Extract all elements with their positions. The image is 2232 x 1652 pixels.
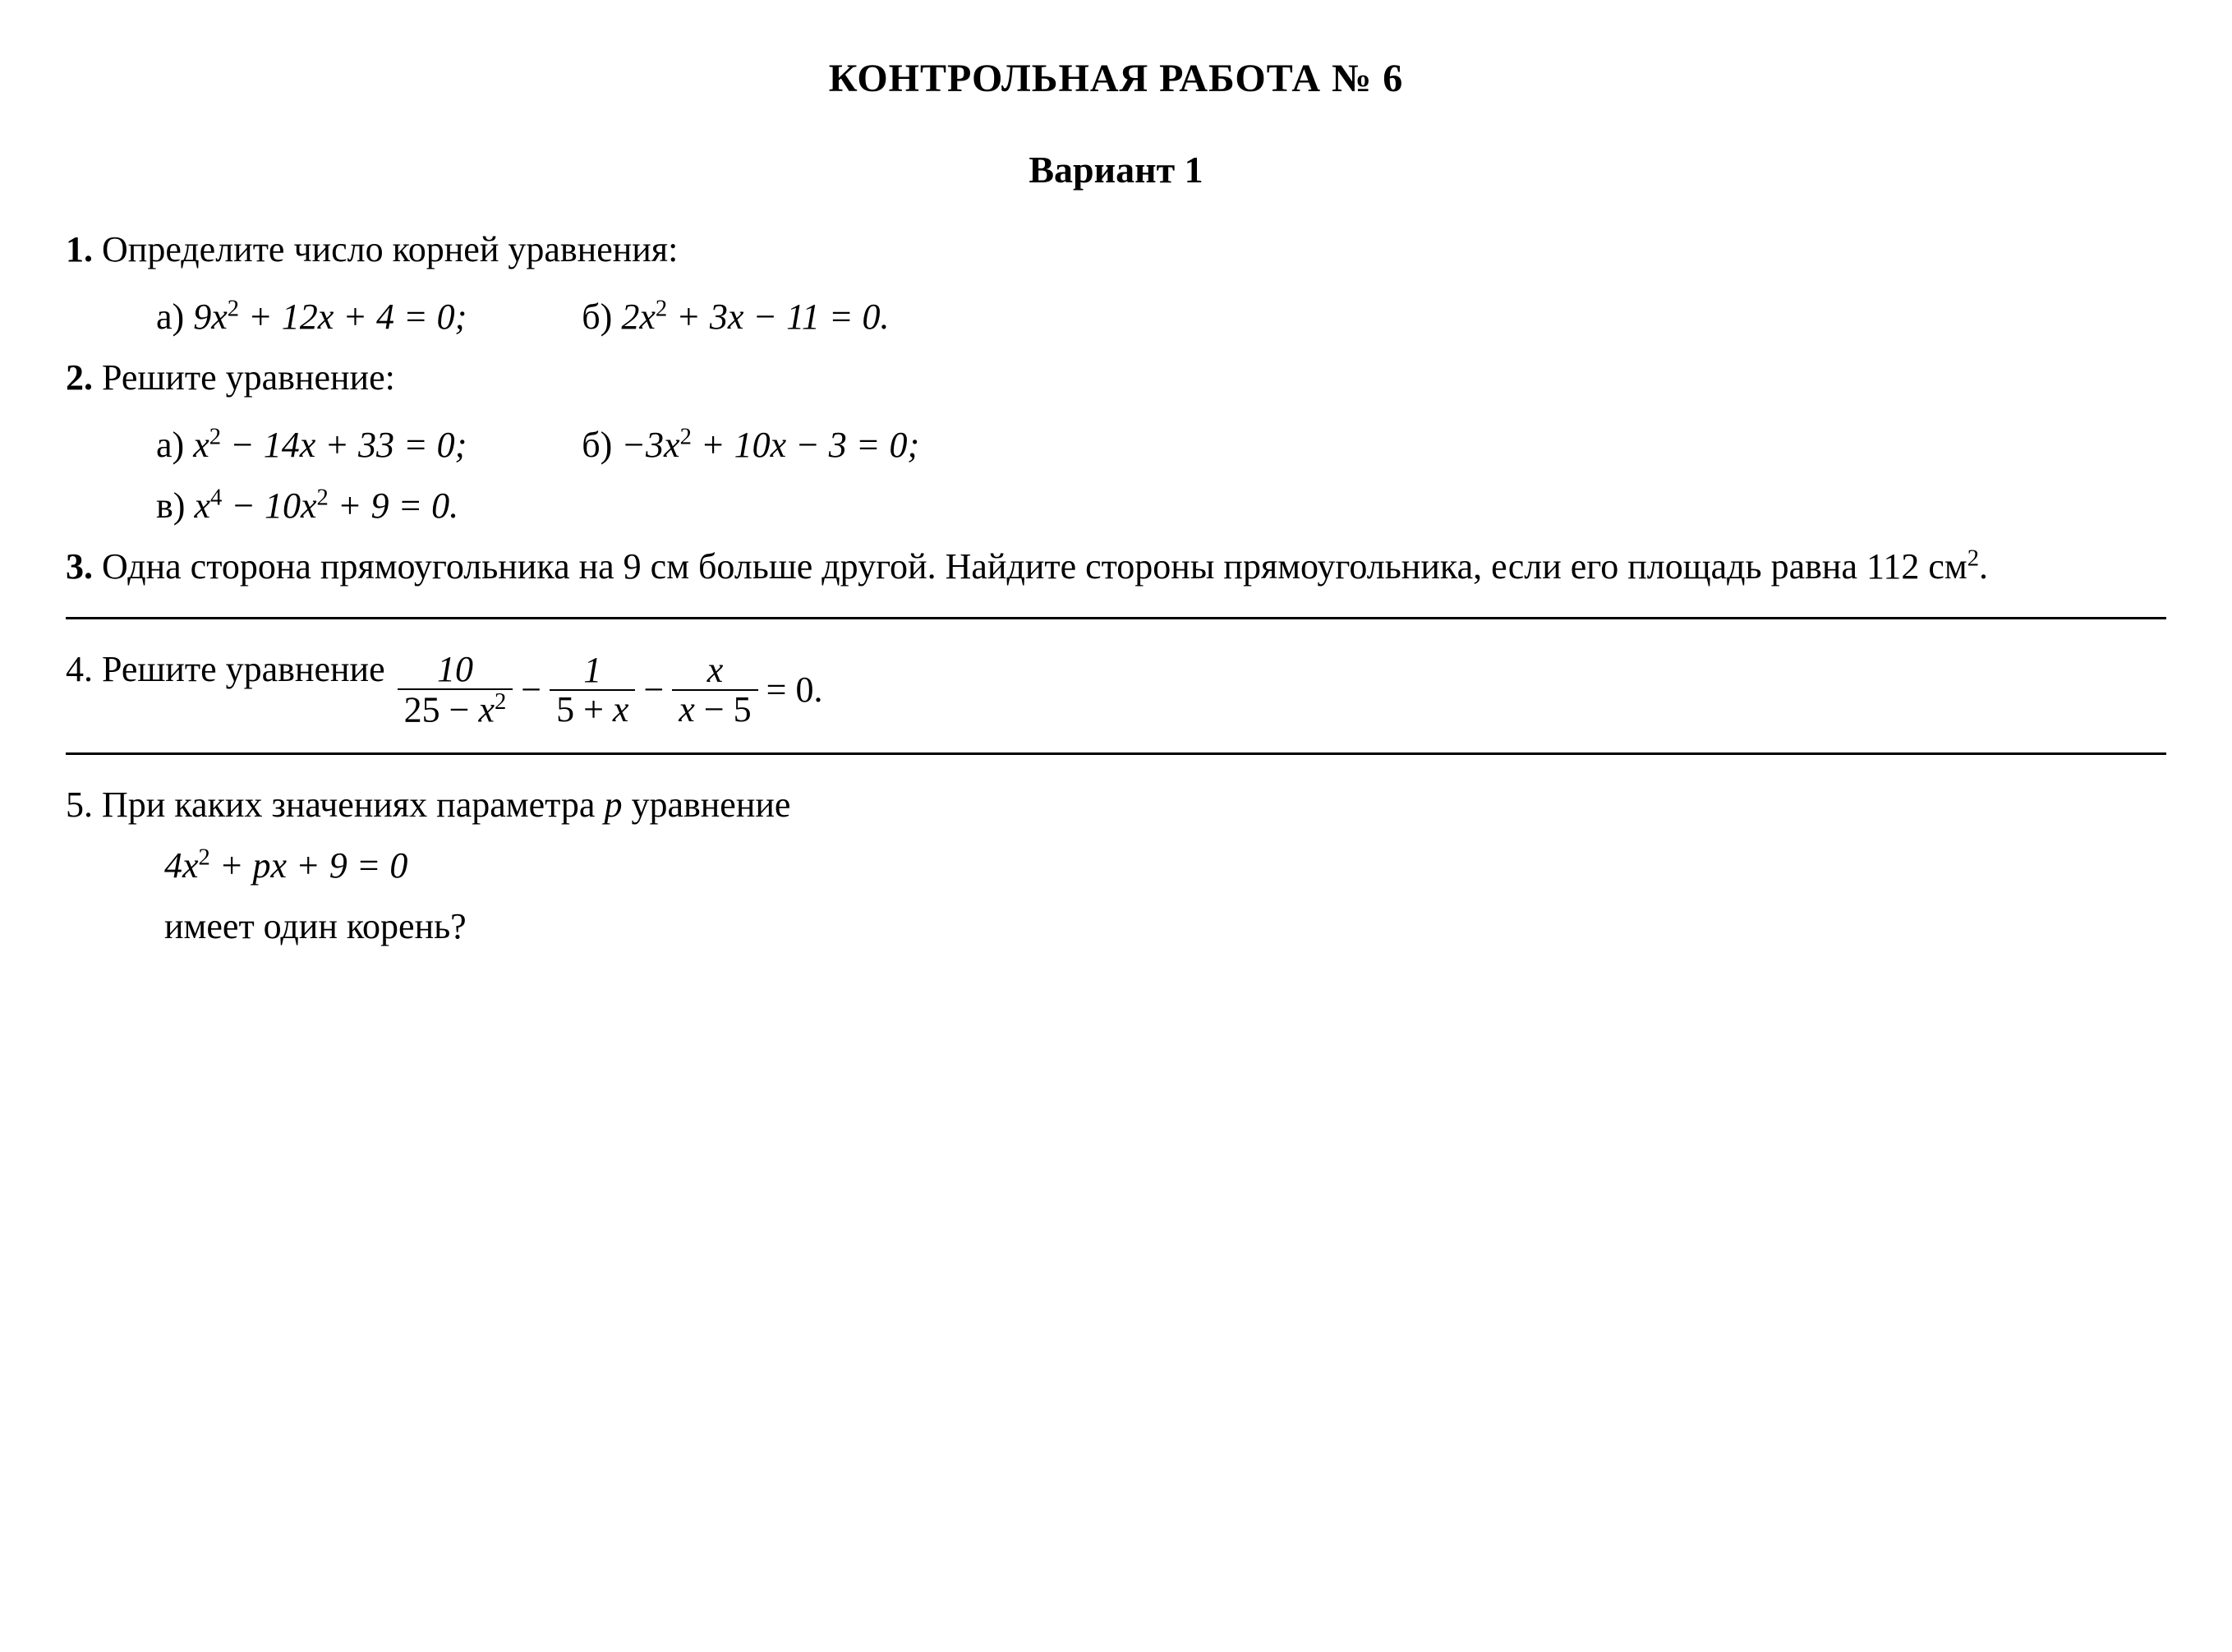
problem-1a: а) 9x2 + 12x + 4 = 0; xyxy=(156,290,467,344)
problem-3: 3. Одна сторона прямоугольника на 9 см б… xyxy=(66,540,2166,594)
problem-1-text: Определите число корней уравнения: xyxy=(102,229,678,269)
problem-5-number: 5. xyxy=(66,785,93,825)
problem-2c: в) x4 − 10x2 + 9 = 0. xyxy=(66,479,2166,533)
problem-4: 4. Решите уравнение 10 25 − x2 − 1 5 + x… xyxy=(66,642,2166,729)
fraction-3: x x − 5 xyxy=(672,651,757,729)
separator-2 xyxy=(66,752,2166,755)
fraction-2: 1 5 + x xyxy=(550,651,635,729)
page-title: КОНТРОЛЬНАЯ РАБОТА № 6 xyxy=(66,49,2166,108)
problem-1-number: 1. xyxy=(66,229,93,269)
problem-2b: б) −3x2 + 10x − 3 = 0; xyxy=(582,418,919,472)
problem-4-equation: 10 25 − x2 − 1 5 + x − x x − 5 = 0. xyxy=(394,651,823,729)
problem-2-number: 2. xyxy=(66,357,93,398)
problem-2a: а) x2 − 14x + 33 = 0; xyxy=(156,418,467,472)
problem-2-subitems-row1: а) x2 − 14x + 33 = 0; б) −3x2 + 10x − 3 … xyxy=(66,418,2166,472)
problem-5-line3: имеет один корень? xyxy=(115,900,2166,954)
problem-2-text: Решите уравнение: xyxy=(102,357,395,398)
problem-1b: б) 2x2 + 3x − 11 = 0. xyxy=(582,290,889,344)
problem-1: 1. Определите число корней уравнения: xyxy=(66,223,2166,277)
fraction-1: 10 25 − x2 xyxy=(398,651,513,729)
problem-1-subitems: а) 9x2 + 12x + 4 = 0; б) 2x2 + 3x − 11 =… xyxy=(66,290,2166,344)
problem-3-number: 3. xyxy=(66,546,93,587)
problem-3-text: Одна сторона прямоугольника на 9 см боль… xyxy=(102,546,1988,587)
problem-4-lead: Решите уравнение xyxy=(102,649,385,689)
separator-1 xyxy=(66,617,2166,619)
problem-5: 5. При каких значениях параметра p уравн… xyxy=(66,778,2166,954)
problem-2: 2. Решите уравнение: xyxy=(66,351,2166,405)
variant-label: Вариант 1 xyxy=(66,141,2166,198)
problem-5-equation: 4x2 + px + 9 = 0 xyxy=(115,839,2166,893)
problem-5-line1: При каких значениях параметра p уравнени… xyxy=(102,785,790,825)
problem-4-number: 4. xyxy=(66,649,93,689)
worksheet-page: КОНТРОЛЬНАЯ РАБОТА № 6 Вариант 1 1. Опре… xyxy=(66,49,2166,954)
